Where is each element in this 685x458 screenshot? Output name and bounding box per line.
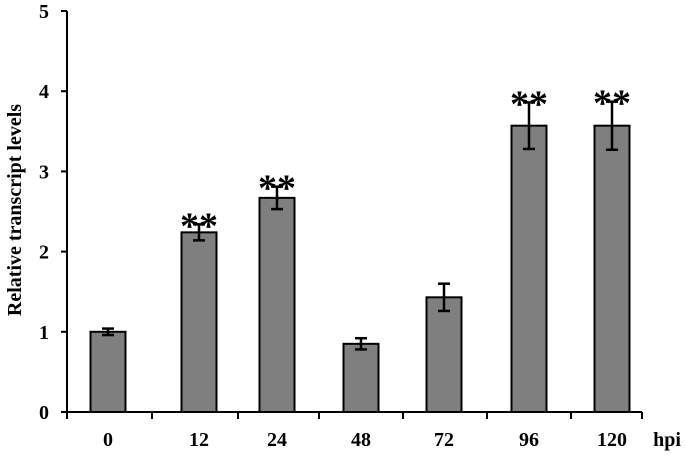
y-tick-label: 4 — [39, 81, 49, 103]
bar — [180, 231, 218, 413]
x-tick-label: 48 — [351, 429, 371, 451]
x-tick-label: 96 — [519, 429, 539, 451]
y-tick-label: 1 — [39, 322, 49, 344]
bar — [593, 124, 631, 413]
y-tick-label: 2 — [39, 242, 49, 264]
significance-marker: ** — [258, 168, 296, 210]
x-tick-label: 12 — [189, 429, 209, 451]
bar — [425, 296, 463, 413]
bar — [89, 330, 127, 413]
bar — [342, 342, 380, 413]
x-tick-label: 72 — [434, 429, 454, 451]
x-tick-label: 24 — [267, 429, 287, 451]
y-tick-label: 3 — [39, 161, 49, 183]
y-axis-title: Relative transcript levels — [4, 104, 26, 316]
x-axis-unit-label: hpi — [653, 429, 681, 451]
x-tick-label: 120 — [597, 429, 627, 451]
y-tick-label: 5 — [39, 1, 49, 23]
x-tick-label: 0 — [103, 429, 113, 451]
significance-marker: ** — [180, 205, 218, 247]
bar — [510, 124, 548, 413]
y-tick-label: 0 — [39, 402, 49, 424]
significance-marker: ** — [593, 83, 631, 125]
bar — [258, 196, 296, 413]
significance-marker: ** — [510, 83, 548, 125]
